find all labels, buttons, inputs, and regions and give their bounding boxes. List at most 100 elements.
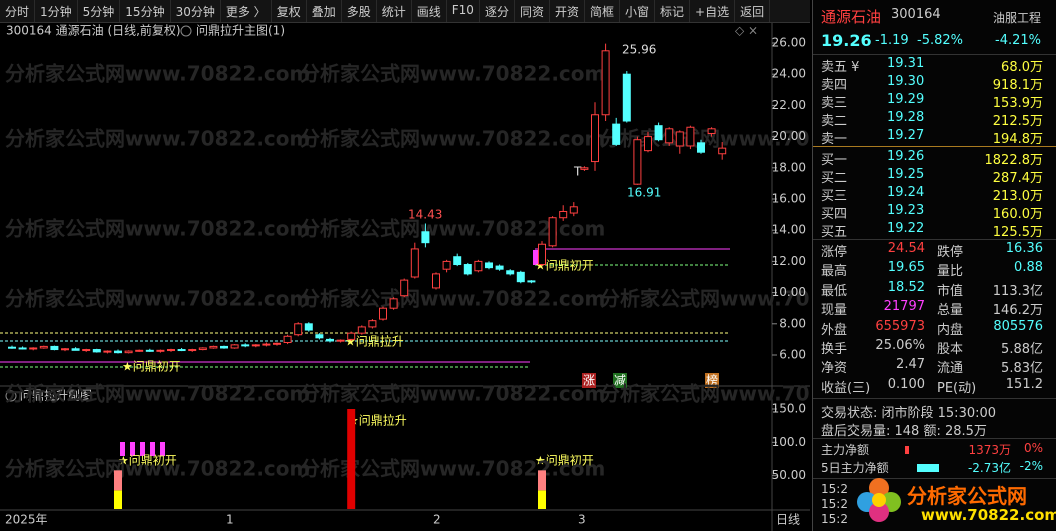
- stat-row: 净资 2.47 流通 5.83亿: [813, 357, 1056, 376]
- toolbar-button[interactable]: 多股: [342, 0, 377, 22]
- level: 卖五 ¥: [821, 60, 860, 75]
- signal-label: ★问鼎拉升: [348, 413, 407, 428]
- candle-body: [495, 265, 504, 270]
- candle-body: [612, 123, 621, 145]
- level-volume: 1822.8万: [984, 153, 1044, 168]
- level: 卖四: [821, 78, 848, 93]
- toolbar-button[interactable]: 统计: [377, 0, 412, 22]
- watermark: 分析家公式网www.70822.com: [300, 127, 605, 151]
- separator: [813, 54, 1056, 55]
- stock-code: 300164: [891, 7, 941, 22]
- stat-value: 19.65: [887, 260, 925, 276]
- candle-body: [50, 345, 59, 351]
- stat-value: 5.88亿: [1001, 342, 1043, 357]
- candle-body: [294, 323, 303, 336]
- logo-url: www.70822.com: [921, 506, 1056, 524]
- y-tick-label: 20.00: [772, 129, 806, 143]
- toolbar-button[interactable]: 开资: [550, 0, 585, 22]
- toolbar-button[interactable]: 标记: [655, 0, 691, 22]
- candle-body: [580, 167, 589, 170]
- toolbar-button[interactable]: 叠加: [307, 0, 342, 22]
- order-row: 买三 19.24 213.0万: [813, 185, 1056, 204]
- level-price: 19.22: [887, 221, 925, 236]
- toolbar-button[interactable]: 分时: [0, 0, 36, 22]
- toolbar-button[interactable]: 返回: [735, 0, 771, 22]
- candle-body: [315, 334, 324, 339]
- marker: 减: [614, 374, 626, 388]
- flow-bar: [917, 464, 939, 472]
- signal-label: ★问鼎拉升: [345, 334, 404, 349]
- sub-decor: [120, 442, 165, 456]
- candle-body: [622, 73, 631, 122]
- level-volume: 153.9万: [992, 96, 1043, 111]
- level-volume: 212.5万: [992, 114, 1043, 129]
- stat-value: 2.47: [896, 357, 925, 373]
- logo-text: 分析家公式网: [907, 484, 1027, 508]
- stat-label: PE(动): [937, 380, 977, 396]
- candle-body: [453, 256, 462, 266]
- toolbar-button[interactable]: F10: [447, 0, 480, 22]
- stat-label: 量比: [937, 264, 964, 280]
- candle-body: [39, 345, 48, 349]
- level-volume: 68.0万: [1001, 60, 1043, 75]
- stat-value: 146.2万: [992, 303, 1043, 319]
- toolbar-button[interactable]: +自选: [690, 0, 736, 22]
- toolbar-button[interactable]: 复权: [272, 0, 307, 22]
- candle-body: [273, 342, 281, 345]
- toolbar-button[interactable]: 1分钟: [35, 0, 78, 22]
- stat-label: 总量: [937, 303, 964, 319]
- level-price: 19.29: [887, 92, 925, 107]
- toolbar-button[interactable]: 逐分: [480, 0, 515, 22]
- separator: [813, 438, 1056, 439]
- stat-value: 805576: [993, 318, 1043, 334]
- stat-row: 换手 25.06% 股本 5.88亿: [813, 338, 1056, 357]
- order-row: 卖三 19.29 153.9万: [813, 92, 1056, 111]
- level-price: 19.30: [887, 74, 925, 89]
- candle-body: [251, 344, 260, 347]
- watermark: 分析家公式网www.70822.com: [300, 382, 605, 406]
- watermark: 分析家公式网www.70822.com: [5, 217, 310, 241]
- watermark: 分析家公式网www.70822.com: [300, 217, 605, 241]
- toolbar-button[interactable]: 同资: [515, 0, 550, 22]
- sector-pct: -4.21%: [995, 33, 1041, 48]
- chart-header: 300164 通源石油 (日线,前复权): [6, 23, 181, 38]
- flow-label: 5日主力净额: [821, 461, 889, 475]
- icon[interactable]: ◇ ×: [735, 24, 758, 38]
- y-tick-label: 18.00: [772, 160, 806, 174]
- sub-bar: [114, 490, 122, 509]
- stock-name: 通源石油: [821, 8, 882, 26]
- candle-body: [506, 270, 515, 275]
- toolbar-button[interactable]: 更多 〉: [221, 0, 272, 22]
- toolbar-button[interactable]: 5分钟: [78, 0, 121, 22]
- separator: [813, 146, 1056, 147]
- candle-body: [29, 347, 38, 350]
- stat-row: 外盘 655973 内盘 805576: [813, 318, 1056, 338]
- time: 15:2: [821, 482, 848, 496]
- toolbar-button[interactable]: 画线: [412, 0, 447, 22]
- toolbar-button[interactable]: 简框: [585, 0, 620, 22]
- toolbar-button[interactable]: 30分钟: [171, 0, 221, 22]
- level-volume: 160.0万: [992, 207, 1043, 222]
- sub-bar: [538, 490, 546, 509]
- level: 卖三: [821, 96, 848, 111]
- y-tick-label: 6.00: [779, 348, 806, 362]
- watermark: 分析家公式网www.70822.com: [600, 287, 810, 311]
- x-label: 2025年: [5, 513, 48, 527]
- stat-value: 16.36: [1005, 241, 1043, 256]
- times: 15:2 15:2 15:2: [821, 482, 848, 527]
- candle-body: [527, 280, 536, 283]
- order-row: 买五 19.22 125.5万: [813, 221, 1056, 240]
- order-row: 买一 19.26 1822.8万: [813, 149, 1056, 168]
- flow-row: 5日主力净额 -2.73亿 -2%: [813, 459, 1056, 477]
- toolbar-button[interactable]: 小窗: [620, 0, 656, 22]
- candle-body: [591, 114, 599, 163]
- stat-value: 655973: [875, 318, 925, 334]
- separator: [813, 478, 1056, 479]
- watermark: 分析家公式网www.70822.com: [5, 457, 310, 481]
- candle-body: [485, 262, 493, 269]
- candle-body: [347, 332, 356, 340]
- time: 15:2: [821, 512, 848, 526]
- order-row: 卖二 19.28 212.5万: [813, 110, 1056, 129]
- stat-row: 最高 19.65 量比 0.88: [813, 260, 1056, 280]
- toolbar-button[interactable]: 15分钟: [120, 0, 171, 22]
